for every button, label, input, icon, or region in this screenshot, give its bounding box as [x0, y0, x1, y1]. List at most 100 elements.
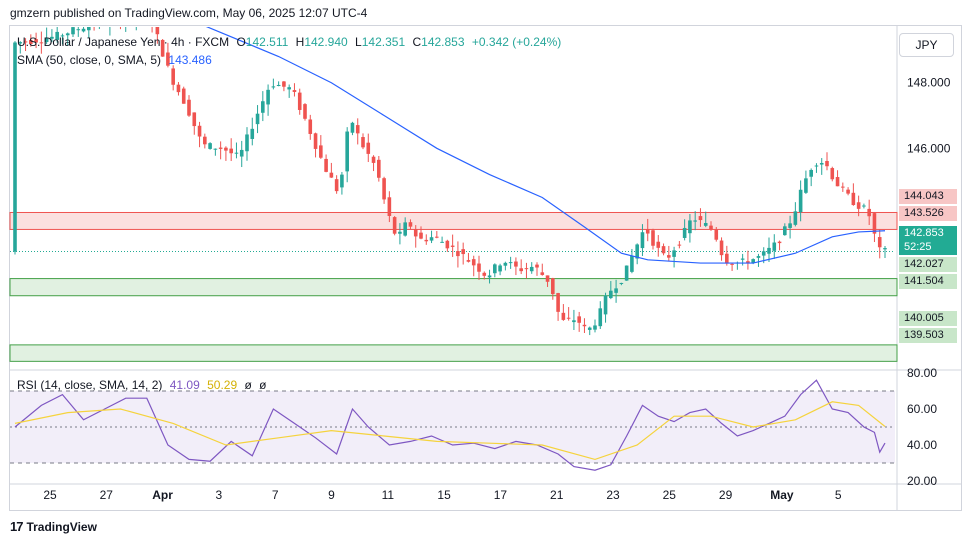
- candle-body: [756, 256, 761, 258]
- candle-body: [392, 217, 397, 234]
- candle-body: [71, 27, 75, 35]
- rsi-label: RSI (14, close, SMA, 14, 2): [17, 378, 163, 392]
- candle-body: [535, 264, 539, 268]
- rsi-ma-line: [14, 401, 886, 461]
- candle-body: [329, 172, 334, 178]
- candle-body: [482, 272, 487, 276]
- candle-body: [203, 136, 207, 145]
- candle-body: [867, 208, 871, 217]
- candle-body: [767, 247, 771, 254]
- candle-body: [788, 223, 792, 228]
- candle-body: [851, 192, 856, 206]
- candle-body: [44, 38, 49, 42]
- tradingview-footer[interactable]: 17 TradingView: [10, 519, 97, 534]
- rsi-ma-value: 50.29: [207, 378, 238, 392]
- candle-body: [429, 237, 434, 241]
- rsi-legend[interactable]: RSI (14, close, SMA, 14, 2) 41.09 50.29 …: [17, 378, 271, 392]
- sma-legend[interactable]: SMA (50, close, 0, SMA, 5) 143.486: [17, 53, 216, 67]
- candle-body: [751, 259, 755, 263]
- countdown-tag: 52:25: [899, 240, 957, 255]
- zone-low-high-tag: 140.005: [899, 311, 957, 326]
- candle-body: [593, 325, 597, 330]
- rsi-band-fill: [10, 391, 895, 463]
- candle-body: [809, 169, 813, 177]
- candle-body: [266, 89, 270, 105]
- candle-body: [698, 216, 703, 221]
- candle-body: [92, 21, 96, 25]
- candle-body: [450, 245, 455, 247]
- candle-body: [693, 220, 697, 222]
- candle-body: [60, 35, 65, 37]
- candle-body: [561, 312, 566, 320]
- candle-body: [603, 295, 608, 315]
- candle-body: [308, 119, 313, 134]
- candle-body: [213, 148, 218, 150]
- candle-body: [18, 42, 23, 44]
- candle-body: [366, 142, 371, 154]
- candle-body: [76, 29, 81, 31]
- candle-body: [155, 27, 160, 35]
- candle-body: [239, 149, 244, 157]
- candle-body: [435, 236, 439, 238]
- candle-body: [297, 92, 302, 110]
- candle-body: [398, 231, 402, 234]
- candle-body: [419, 232, 423, 239]
- time-axis-tick: 21: [550, 488, 564, 502]
- time-axis-tick: 7: [272, 488, 279, 502]
- candle-body: [445, 240, 450, 249]
- candle-body: [545, 275, 550, 282]
- candle-body: [145, 12, 149, 19]
- candle-body: [461, 249, 465, 255]
- candle-body: [730, 263, 734, 265]
- candle-body: [714, 229, 719, 240]
- rsi-axis-tick: 40.00: [907, 438, 937, 452]
- candle-body: [208, 143, 212, 149]
- candle-body: [556, 293, 560, 312]
- candle-body: [261, 101, 265, 113]
- candle-body: [224, 147, 228, 151]
- candle-body: [387, 197, 392, 216]
- candle-body: [340, 174, 344, 188]
- candle-body: [292, 90, 297, 92]
- candle-body: [382, 178, 386, 200]
- candle-body: [134, 18, 138, 19]
- support-zone-mid: [9, 278, 898, 297]
- candle-body: [793, 211, 798, 225]
- candle-body: [119, 21, 123, 25]
- candle-body: [303, 104, 307, 119]
- candle-body: [65, 33, 70, 36]
- candle-body: [667, 255, 671, 258]
- candle-body: [514, 261, 518, 267]
- candle-body: [825, 160, 829, 167]
- candle-body: [176, 84, 181, 93]
- candle-body: [371, 156, 376, 163]
- candle-body: [498, 265, 502, 272]
- candle-body: [598, 308, 603, 327]
- candle-body: [651, 230, 655, 246]
- candle-body: [229, 148, 233, 154]
- tradingview-logo-icon: 17: [10, 519, 24, 534]
- candle-body: [835, 177, 840, 187]
- candle-body: [719, 240, 724, 256]
- candle-body: [587, 327, 592, 330]
- candle-body: [709, 225, 713, 230]
- candle-body: [619, 282, 624, 284]
- candle-body: [98, 20, 102, 24]
- candle-body: [319, 145, 323, 158]
- candle-body: [276, 84, 281, 87]
- candle-body: [883, 248, 887, 250]
- currency-button[interactable]: JPY: [899, 33, 954, 57]
- ohlc-open: 142.511: [245, 35, 289, 49]
- zone-top-high-tag: 144.043: [899, 189, 957, 204]
- time-axis-tick: 23: [606, 488, 620, 502]
- candle-body: [524, 268, 529, 270]
- time-axis-tick: 9: [328, 488, 335, 502]
- time-axis-tick: 3: [216, 488, 223, 502]
- candle-body: [361, 137, 365, 148]
- candle-body: [440, 241, 444, 243]
- candle-body: [872, 213, 877, 234]
- rsi-extra-2: ø: [259, 378, 267, 392]
- candle-body: [234, 152, 239, 154]
- candle-body: [777, 241, 782, 244]
